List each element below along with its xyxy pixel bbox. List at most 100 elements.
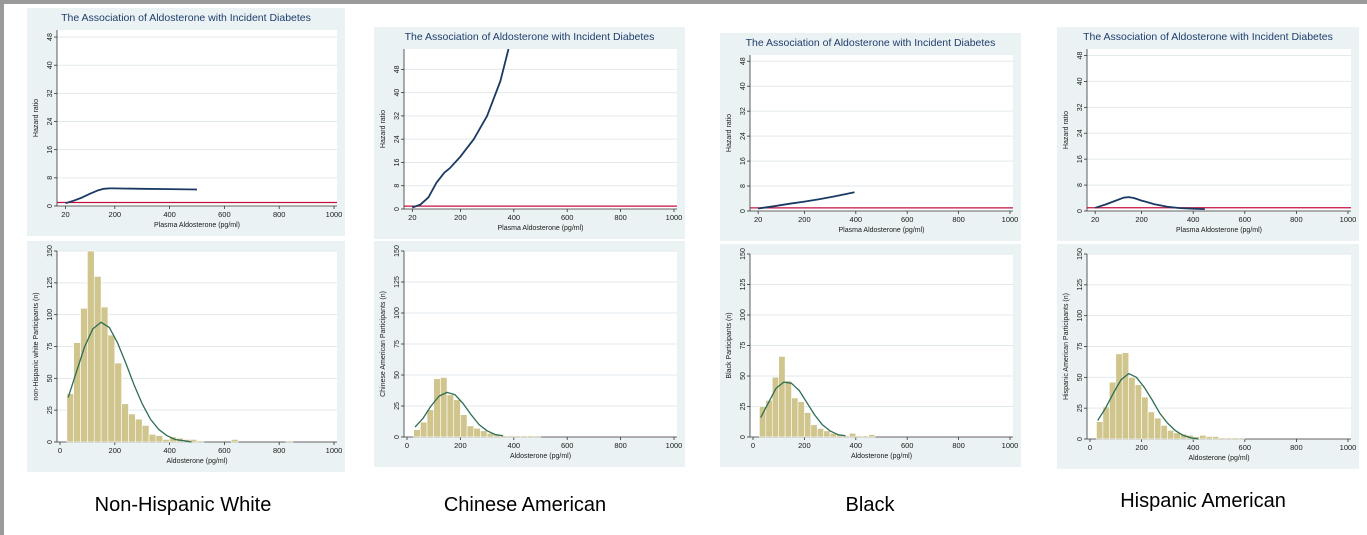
hazard-ratio-line [1094, 196, 1205, 210]
chart-svg: 0 25 50 75 100 125 150 0 200 400 600 800 1000 Aldoste… [1057, 244, 1359, 469]
x-tick-label: 200 [1135, 215, 1148, 224]
x-axis-title: Plasma Aldosterone (pg/ml) [154, 222, 240, 229]
x-tick-label: 800 [1290, 443, 1303, 452]
chart-panel-hispanic-hist: 0 25 50 75 100 125 150 0 200 400 600 800 1000 Aldoste… [1057, 244, 1359, 469]
histogram-bar [1121, 352, 1129, 440]
histogram-bar [73, 342, 81, 443]
x-tick-label: 400 [163, 446, 176, 455]
histogram-bar [433, 378, 441, 438]
x-axis-title: Aldosterone (pg/ml) [166, 458, 227, 465]
chart-panel-hispanic-hr: The Association of Aldosterone with Inci… [1057, 27, 1359, 241]
chart-panel-white-hr: The Association of Aldosterone with Inci… [27, 8, 345, 236]
y-tick-label: 0 [740, 435, 747, 439]
y-axis-title: Hazard ratio [726, 114, 733, 152]
x-tick-label: 1000 [1340, 215, 1357, 224]
y-tick-label: 150 [1077, 248, 1084, 260]
histogram-bar [849, 433, 857, 438]
histogram-bar [868, 434, 876, 438]
x-axis-title: Aldosterone (pg/ml) [510, 453, 571, 460]
chart-panel-white-hist: 0 25 50 75 100 125 150 0 200 400 600 800 1000 Aldoste… [27, 241, 345, 472]
x-tick-label: 600 [218, 446, 231, 455]
y-tick-label: 50 [740, 372, 747, 380]
y-tick-label: 25 [1077, 404, 1084, 412]
group-label-black: Black [845, 494, 895, 516]
chart-svg: The Association of Aldosterone with Inci… [720, 33, 1021, 241]
y-tick-label: 0 [47, 440, 54, 444]
y-axis-title: Hazard ratio [380, 110, 387, 148]
y-tick-label: 75 [1077, 343, 1084, 351]
top-frame-border [0, 0, 1367, 4]
y-tick-label: 48 [47, 33, 54, 41]
hazard-ratio-line [65, 187, 198, 205]
histogram-bar [87, 250, 95, 443]
y-tick-label: 100 [740, 309, 747, 321]
histogram-bar [1096, 421, 1104, 440]
x-tick-label: 400 [1187, 215, 1200, 224]
group-label-hispanic-american: Hispanic American [1120, 490, 1286, 512]
y-axis-title: Chinese American Participants (n) [380, 291, 387, 397]
y-tick-label: 8 [47, 176, 54, 180]
histogram-bar [230, 439, 239, 443]
histogram-bar [66, 393, 74, 443]
histogram-bar [861, 435, 869, 438]
histogram-bar [1205, 436, 1213, 440]
y-tick-label: 16 [47, 146, 54, 154]
y-tick-label: 50 [394, 371, 401, 379]
x-tick-label: 600 [1239, 215, 1252, 224]
y-tick-label: 48 [1077, 51, 1084, 59]
x-tick-label: 400 [508, 213, 521, 222]
plot-area [750, 55, 1013, 211]
histogram-bar [816, 428, 824, 438]
y-tick-label: 32 [394, 112, 401, 120]
histogram-bar [128, 413, 136, 443]
histogram-bar [1199, 435, 1207, 440]
chart-svg: The Association of Aldosterone with Inci… [1057, 27, 1359, 241]
x-tick-label: 1000 [666, 441, 683, 450]
y-tick-label: 0 [740, 209, 747, 213]
chart-svg: 0 25 50 75 100 125 150 0 200 400 600 800 1000 Aldoste… [27, 241, 345, 472]
x-tick-label: 0 [405, 441, 409, 450]
plot-area [57, 30, 337, 206]
histogram-bar [453, 399, 461, 438]
x-tick-label: 800 [614, 441, 627, 450]
x-tick-label: 800 [1290, 215, 1303, 224]
x-tick-label: 0 [751, 441, 755, 450]
y-tick-label: 32 [1077, 103, 1084, 111]
histogram-bar [121, 403, 129, 443]
y-tick-label: 25 [740, 403, 747, 411]
histogram-bar [1128, 377, 1136, 440]
histogram-bar [285, 440, 294, 443]
plot-area [404, 49, 677, 209]
x-tick-label: 200 [454, 213, 467, 222]
x-tick-label: 1000 [326, 446, 343, 455]
histogram-bar [513, 435, 521, 438]
x-tick-label: 20 [1091, 215, 1099, 224]
y-tick-label: 75 [47, 343, 54, 351]
y-tick-label: 0 [394, 207, 401, 211]
y-tick-label: 8 [394, 184, 401, 188]
density-curve [760, 381, 846, 437]
y-tick-label: 40 [740, 82, 747, 90]
y-tick-label: 50 [1077, 373, 1084, 381]
histogram-bar [426, 409, 435, 438]
x-tick-label: 400 [850, 441, 863, 450]
y-tick-label: 24 [740, 132, 747, 140]
y-tick-label: 125 [740, 279, 747, 291]
y-tick-label: 0 [47, 204, 54, 208]
histogram-bar [1218, 437, 1226, 440]
x-tick-label: 1000 [666, 213, 683, 222]
histogram-bar [1115, 353, 1123, 440]
y-tick-label: 150 [47, 245, 54, 257]
density-curve [1097, 372, 1199, 440]
histogram-bar [1167, 430, 1175, 440]
x-tick-label: 400 [1187, 443, 1200, 452]
chart-panel-chinese-hr: The Association of Aldosterone with Inci… [374, 27, 685, 239]
chart-svg: 0 25 50 75 100 125 150 0 200 400 600 800 1000 Aldoste… [374, 241, 685, 467]
chart-panel-black-hist: 0 25 50 75 100 125 150 0 200 400 600 800 1000 Aldoste… [720, 244, 1021, 467]
y-axis-title: non-Hispanic white Participants (n) [33, 292, 40, 400]
x-tick-label: 20 [61, 210, 69, 219]
y-tick-label: 16 [740, 157, 747, 165]
y-tick-label: 75 [740, 342, 747, 350]
x-tick-label: 400 [163, 210, 176, 219]
histogram-bar [1147, 411, 1155, 440]
